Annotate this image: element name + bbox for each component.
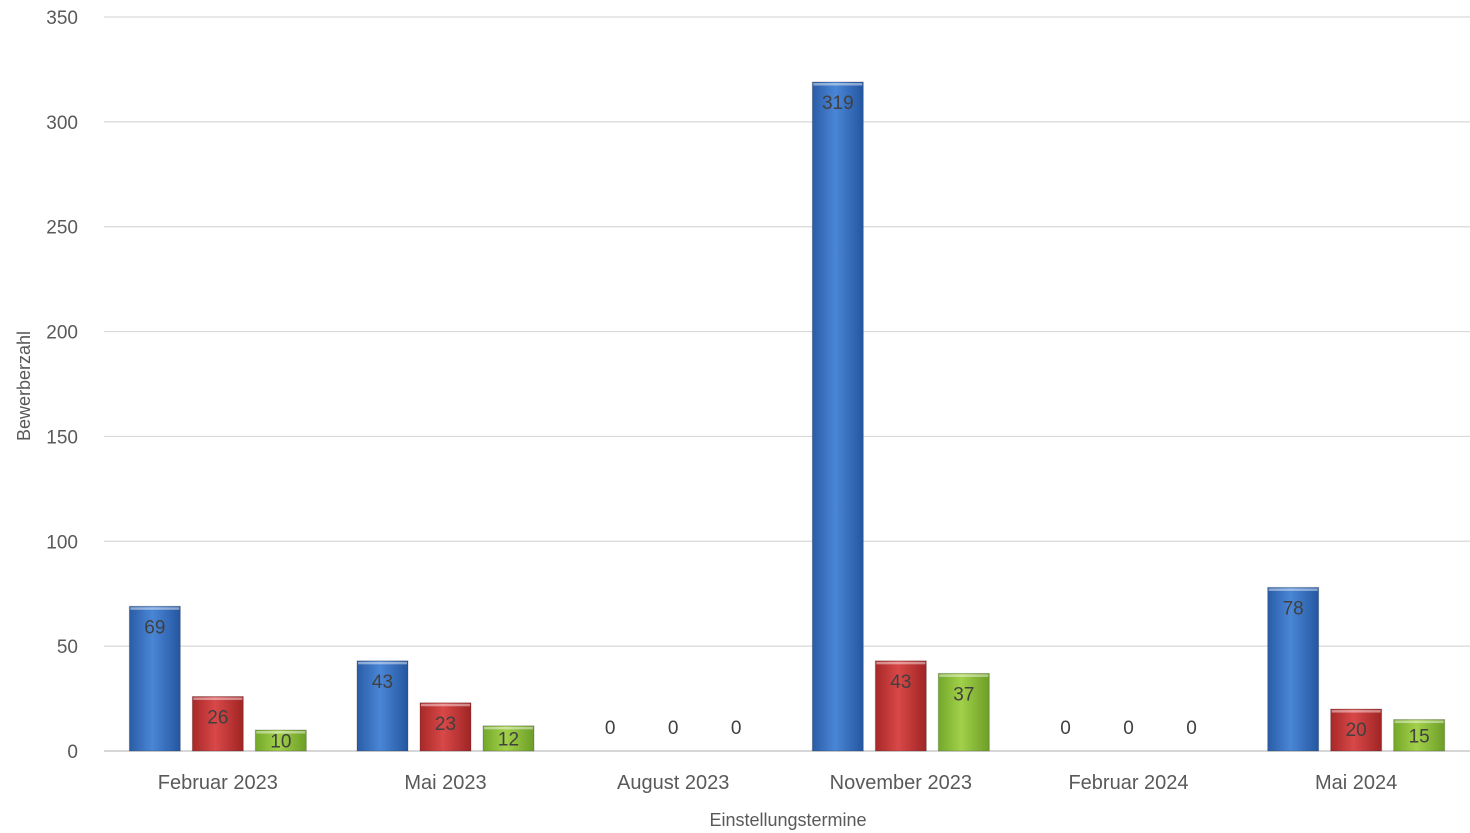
bar xyxy=(811,81,864,752)
data-labels: 69 26 10 43 23 12 0 0 0 319 43 37 0 0 0 78 20 15 xyxy=(144,93,1429,753)
bar-highlight xyxy=(1394,720,1444,724)
data-label: 0 xyxy=(605,718,616,739)
data-label: 12 xyxy=(498,729,519,750)
gridlines xyxy=(104,16,1470,752)
data-label: 23 xyxy=(435,714,456,735)
bar-highlight xyxy=(813,83,863,86)
x-category-label: Februar 2024 xyxy=(1068,772,1188,794)
bar xyxy=(937,672,990,752)
y-axis-ticks: 0 50 100 150 200 250 300 350 xyxy=(46,8,78,763)
x-axis-title: Einstellungstermine xyxy=(709,810,866,830)
bar xyxy=(254,729,307,752)
bar xyxy=(128,605,181,752)
data-label: 0 xyxy=(731,718,742,739)
data-label: 10 xyxy=(270,732,291,753)
x-category-label: Mai 2024 xyxy=(1315,772,1397,794)
bar xyxy=(1267,586,1320,752)
bar-highlight xyxy=(193,697,243,700)
data-label: 37 xyxy=(953,684,974,705)
bar-highlight xyxy=(358,661,407,665)
data-label: 0 xyxy=(668,718,679,739)
y-tick-label: 100 xyxy=(46,532,78,553)
bars xyxy=(128,81,1446,752)
bar-highlight xyxy=(1331,710,1381,713)
y-tick-label: 300 xyxy=(46,113,78,134)
x-category-label: August 2023 xyxy=(617,772,729,794)
bar xyxy=(419,702,472,752)
data-label: 0 xyxy=(1186,718,1197,739)
y-tick-label: 250 xyxy=(46,218,78,239)
x-category-label: Mai 2023 xyxy=(404,772,486,794)
bar-highlight xyxy=(484,726,533,730)
data-label: 15 xyxy=(1409,726,1430,747)
bar-highlight xyxy=(876,661,926,665)
bar xyxy=(191,695,244,752)
x-category-label: November 2023 xyxy=(830,772,972,794)
bar xyxy=(1393,719,1446,752)
bar xyxy=(874,660,927,752)
data-label: 43 xyxy=(890,672,911,693)
y-axis-title: Bewerberzahl xyxy=(14,331,34,441)
data-label: 0 xyxy=(1060,718,1071,739)
bar xyxy=(482,725,535,752)
bar xyxy=(1330,708,1383,752)
bar xyxy=(356,660,409,752)
bar-highlight xyxy=(421,703,470,707)
data-label: 26 xyxy=(207,707,228,728)
x-axis-categories: Februar 2023 Mai 2023 August 2023 November … xyxy=(158,772,1398,794)
y-tick-label: 350 xyxy=(46,8,78,29)
data-label: 43 xyxy=(372,672,393,693)
data-label: 69 xyxy=(144,617,165,638)
data-label: 319 xyxy=(822,93,854,114)
data-label: 0 xyxy=(1123,718,1134,739)
bar-highlight xyxy=(939,674,989,677)
y-tick-label: 150 xyxy=(46,427,78,448)
bar-highlight xyxy=(1268,588,1318,591)
data-label: 20 xyxy=(1346,720,1367,741)
y-tick-label: 0 xyxy=(67,742,78,763)
data-label: 78 xyxy=(1283,598,1304,619)
y-tick-label: 50 xyxy=(57,637,78,658)
x-category-label: Februar 2023 xyxy=(158,772,278,794)
bar-highlight xyxy=(256,731,306,734)
bar-highlight xyxy=(130,607,180,610)
y-tick-label: 200 xyxy=(46,323,78,344)
